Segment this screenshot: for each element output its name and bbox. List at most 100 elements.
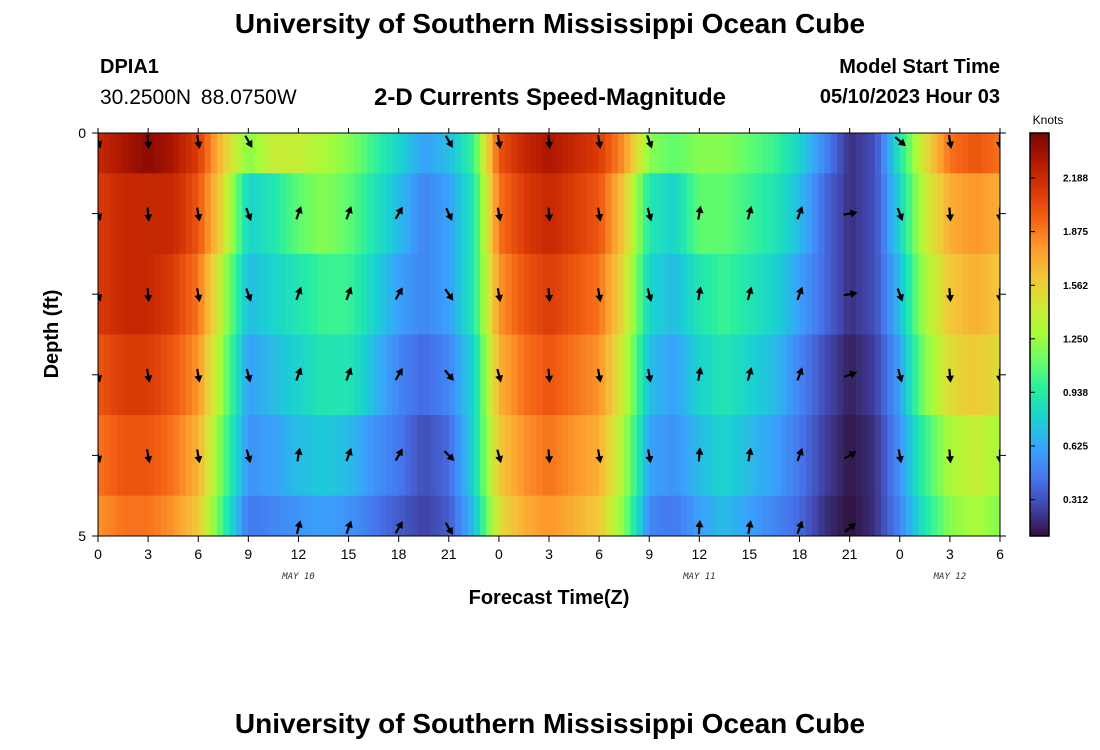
heatmap-cell xyxy=(906,133,913,174)
heatmap-cell xyxy=(931,173,938,255)
current-arrow xyxy=(345,206,353,220)
heatmap-cell xyxy=(824,173,832,255)
heatmap-cell xyxy=(179,495,187,536)
heatmap-cell xyxy=(279,253,287,336)
heatmap-cell xyxy=(987,415,995,497)
heatmap-cell xyxy=(273,334,281,416)
heatmap-layer xyxy=(98,133,1000,536)
heatmap-cell xyxy=(693,253,700,336)
heatmap-cell xyxy=(292,334,300,416)
current-arrow xyxy=(996,449,1000,464)
heatmap-cell xyxy=(129,253,137,336)
current-arrow xyxy=(294,447,303,462)
heatmap-cell xyxy=(918,495,926,536)
heatmap-cell xyxy=(899,133,907,174)
heatmap-cell xyxy=(855,133,863,174)
heatmap-cell xyxy=(317,334,325,416)
heatmap-cell xyxy=(837,253,845,336)
heatmap-cell xyxy=(868,415,876,497)
heatmap-cell xyxy=(655,133,663,174)
current-arrow xyxy=(996,368,1000,383)
current-arrow xyxy=(695,366,704,381)
heatmap-cell xyxy=(799,334,807,416)
heatmap-cell xyxy=(398,495,406,536)
heatmap-cell xyxy=(661,173,669,255)
heatmap-cell xyxy=(555,334,563,416)
heatmap-cell xyxy=(592,133,600,174)
heatmap-cell xyxy=(624,415,632,497)
heatmap-cell xyxy=(129,173,137,255)
heatmap-cell xyxy=(611,133,619,174)
heatmap-cell xyxy=(880,334,888,416)
heatmap-cell xyxy=(217,133,224,174)
page-title: University of Southern Mississippi Ocean… xyxy=(234,8,866,39)
heatmap-cell xyxy=(348,495,356,536)
heatmap-cell xyxy=(574,334,581,416)
current-arrow xyxy=(844,522,856,533)
heatmap-cell xyxy=(880,173,888,255)
heatmap-cell xyxy=(874,495,882,536)
heatmap-cell xyxy=(267,334,274,416)
heatmap-cell xyxy=(636,495,644,536)
heatmap-cell xyxy=(517,253,525,336)
heatmap-cell xyxy=(743,495,751,536)
heatmap-cell xyxy=(530,334,538,416)
heatmap-cell xyxy=(937,415,945,497)
heatmap-cell xyxy=(511,334,519,416)
current-arrow xyxy=(945,449,954,464)
x-tick-label: 0 xyxy=(896,546,904,562)
heatmap-cell xyxy=(711,334,719,416)
heatmap-cell xyxy=(317,253,325,336)
heatmap-cell xyxy=(455,133,462,174)
heatmap-cell xyxy=(166,133,174,174)
heatmap-cell xyxy=(699,334,707,416)
heatmap-cell xyxy=(379,334,387,416)
heatmap-cell xyxy=(974,173,982,255)
heatmap-cell xyxy=(342,173,350,255)
heatmap-cell xyxy=(711,133,719,174)
heatmap-cell xyxy=(774,253,782,336)
heatmap-cell xyxy=(210,495,218,536)
heatmap-cell xyxy=(567,415,575,497)
heatmap-cell xyxy=(956,133,964,174)
heatmap-cell xyxy=(486,495,494,536)
axes: 0 3 6 9 12 15 18 21 0 3 6 9 12 15 18 21 0 3 6 MAY 10 MAY 11 M… xyxy=(78,125,1006,582)
heatmap-cell xyxy=(367,495,375,536)
heatmap-cell xyxy=(768,334,776,416)
heatmap-cell xyxy=(223,415,231,497)
heatmap-cell xyxy=(924,495,932,536)
heatmap-cell xyxy=(655,173,663,255)
x-tick-label: 21 xyxy=(842,546,858,562)
heatmap-cell xyxy=(805,173,813,255)
heatmap-cell xyxy=(461,133,469,174)
heatmap-cell xyxy=(949,495,957,536)
heatmap-cell xyxy=(467,133,475,174)
heatmap-cell xyxy=(580,173,588,255)
current-arrow xyxy=(495,288,504,303)
heatmap-cell xyxy=(492,253,500,336)
heatmap-cell xyxy=(317,173,325,255)
heatmap-cell xyxy=(217,415,224,497)
heatmap-cell xyxy=(906,334,913,416)
heatmap-cell xyxy=(173,495,181,536)
heatmap-cell xyxy=(210,253,218,336)
heatmap-cell xyxy=(918,415,926,497)
heatmap-cell xyxy=(417,334,425,416)
heatmap-cell xyxy=(129,133,137,174)
heatmap-cell xyxy=(962,415,970,497)
heatmap-cell xyxy=(705,334,713,416)
heatmap-cell xyxy=(104,133,112,174)
heatmap-cell xyxy=(223,495,231,536)
heatmap-cell xyxy=(235,253,243,336)
heatmap-cell xyxy=(736,495,744,536)
heatmap-cell xyxy=(937,253,945,336)
x-tick-label: 18 xyxy=(391,546,407,562)
heatmap-cell xyxy=(743,253,751,336)
heatmap-cell xyxy=(630,495,638,536)
heatmap-cell xyxy=(674,334,682,416)
heatmap-cell xyxy=(104,415,112,497)
heatmap-cell xyxy=(505,495,513,536)
heatmap-cell xyxy=(467,253,475,336)
heatmap-cell xyxy=(160,334,168,416)
current-arrow xyxy=(394,367,403,381)
